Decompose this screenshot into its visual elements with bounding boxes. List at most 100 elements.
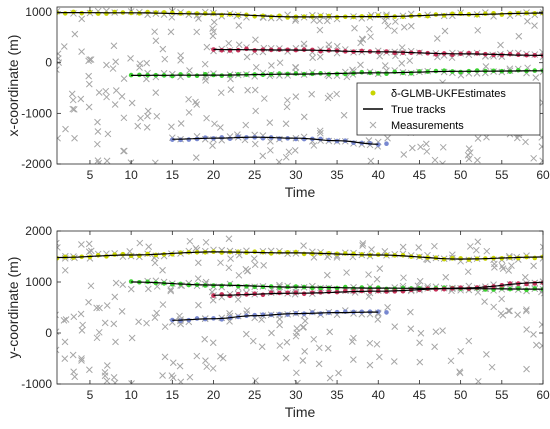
measurement-mark: [177, 120, 185, 127]
measurement-mark: [118, 308, 126, 315]
measurement-mark: [57, 134, 61, 142]
estimate-point: [227, 293, 233, 299]
measurement-mark: [323, 271, 331, 279]
estimate-point: [219, 292, 225, 297]
measurement-mark: [538, 288, 543, 296]
measurement-mark: [136, 60, 144, 68]
measurement-mark: [416, 358, 424, 366]
measurement-mark: [126, 248, 134, 255]
estimate-point: [293, 290, 299, 295]
measurement-mark: [439, 143, 447, 151]
x-axis-label: Time: [285, 404, 316, 420]
measurement-mark: [499, 265, 507, 272]
measurement-mark: [159, 372, 166, 379]
measurement-mark: [93, 304, 100, 312]
measurement-mark: [522, 307, 530, 315]
measurement-mark: [384, 134, 391, 142]
measurement-mark: [79, 321, 87, 329]
x-tick-label: 10: [124, 388, 138, 402]
estimate-point: [227, 282, 233, 287]
measurement-mark: [521, 273, 529, 281]
measurement-mark: [60, 43, 68, 50]
measurement-mark: [144, 107, 152, 115]
estimate-point: [301, 251, 307, 257]
measurement-mark: [268, 62, 275, 69]
measurement-mark: [301, 348, 309, 355]
y-tick-label: -1000: [21, 106, 52, 120]
measurement-mark: [103, 61, 110, 69]
measurement-mark: [127, 285, 135, 293]
measurement-mark: [209, 32, 217, 40]
measurement-mark: [465, 337, 473, 345]
measurement-mark: [95, 89, 103, 96]
measurement-mark: [109, 65, 117, 72]
measurement-mark: [474, 26, 482, 34]
measurement-mark: [128, 334, 136, 342]
measurement-mark: [95, 159, 103, 164]
true-track-2: [131, 281, 543, 290]
estimate-point: [95, 253, 101, 258]
measurement-mark: [384, 22, 392, 30]
legend-measurement-swatch: [369, 121, 377, 129]
measurement-mark: [57, 328, 60, 336]
estimate-point: [104, 11, 109, 16]
y-axis-label: x-coordinate (m): [5, 35, 21, 137]
measurement-mark: [112, 279, 120, 287]
estimate-point: [178, 72, 183, 77]
measurement-mark: [201, 60, 209, 68]
x-axis-label: Time: [285, 184, 316, 200]
measurement-mark: [506, 307, 513, 315]
measurement-mark: [522, 138, 529, 146]
measurement-mark: [292, 17, 299, 24]
measurement-mark: [60, 317, 68, 324]
estimate-point: [260, 312, 266, 317]
measurement-mark: [242, 330, 250, 338]
measurement-mark: [300, 113, 308, 121]
measurement-mark: [110, 42, 118, 50]
measurement-mark: [71, 30, 79, 38]
estimate-point: [277, 13, 282, 19]
measurement-mark: [103, 362, 111, 369]
measurement-mark: [203, 43, 211, 51]
measurement-mark: [85, 103, 93, 111]
measurement-mark: [69, 105, 77, 113]
measurement-mark: [384, 303, 391, 311]
y-tick-label: 1000: [25, 275, 52, 289]
measurement-mark: [226, 310, 233, 317]
measurement-mark: [103, 302, 111, 309]
measurement-mark: [95, 328, 103, 336]
measurement-mark: [119, 281, 127, 288]
measurement-mark: [316, 17, 324, 25]
measurement-mark: [145, 243, 153, 251]
measurement-mark: [491, 263, 498, 271]
measurement-mark: [524, 17, 531, 25]
y-tick-label: 1000: [25, 5, 52, 19]
measurement-mark: [432, 328, 440, 336]
measurement-mark: [515, 32, 523, 40]
measurement-mark: [242, 265, 250, 273]
measurement-mark: [308, 90, 316, 98]
measurement-mark: [441, 27, 449, 35]
measurement-mark: [400, 23, 408, 31]
estimate-point: [260, 292, 266, 298]
measurement-mark: [539, 243, 543, 251]
estimate-point: [170, 73, 175, 79]
estimate-point: [219, 283, 225, 289]
measurement-mark: [151, 28, 159, 36]
measurement-mark: [294, 379, 301, 384]
estimate-point: [252, 284, 257, 290]
measurement-mark: [407, 325, 415, 333]
measurement-mark: [439, 327, 446, 334]
estimate-point: [318, 285, 323, 291]
estimate-point: [137, 253, 142, 258]
measurement-mark: [538, 143, 543, 150]
measurement-mark: [533, 341, 540, 349]
measurement-mark: [293, 369, 300, 377]
y-coordinate-panel: 5 10 15 20 25 30 35 40 45 50 55 60 -1000 0 1000 2000 Tim…: [5, 224, 550, 420]
measurement-mark: [203, 114, 210, 122]
estimate-point: [219, 250, 225, 255]
measurement-mark: [326, 92, 334, 100]
measurement-mark: [490, 303, 498, 311]
estimate-point: [343, 309, 348, 314]
measurement-mark: [78, 15, 86, 23]
